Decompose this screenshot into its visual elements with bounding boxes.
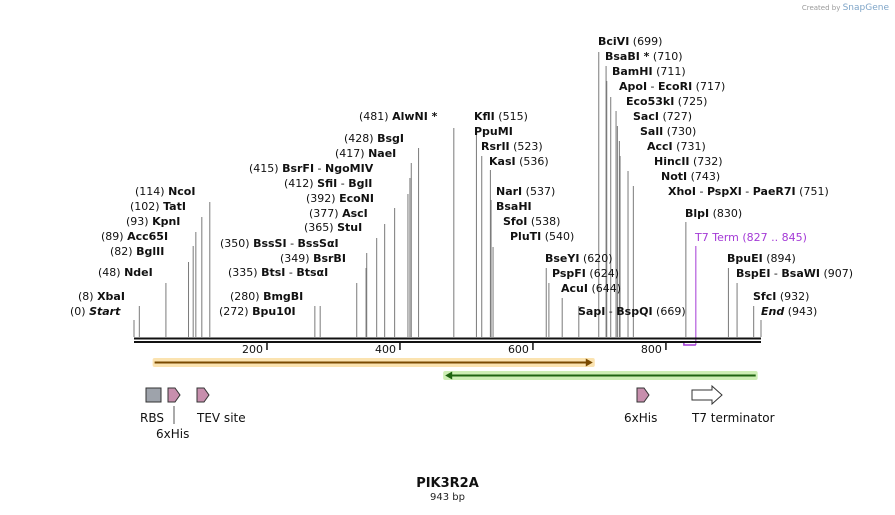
site-lines bbox=[133, 52, 762, 346]
credit-prefix: Created by bbox=[801, 4, 841, 12]
enzyme-label-alwni: (481) AlwNI * bbox=[359, 110, 438, 123]
enzyme-label-sfoi: SfoI (538) bbox=[503, 215, 560, 228]
map-title: PIK3R2A bbox=[416, 476, 479, 491]
feature-rbs-0 bbox=[145, 387, 162, 403]
enzyme-label-sfii: (412) SfiI - BglI bbox=[284, 177, 372, 190]
feature-6xhis-1 bbox=[167, 387, 181, 403]
primer-label: T7 Term (827 .. 845) bbox=[694, 231, 807, 244]
feature-6xhis-3-label: 6xHis bbox=[624, 411, 657, 425]
enzyme-label-bpu10i: (272) Bpu10I bbox=[219, 305, 296, 318]
enzyme-label-eco53ki: Eco53kI (725) bbox=[626, 95, 707, 108]
enzyme-label-kpni: (93) KpnI bbox=[126, 215, 180, 228]
enzyme-label-bglii: (82) BglII bbox=[110, 245, 164, 258]
tick-label: 400 bbox=[375, 343, 396, 356]
feature-rbs-0-label: RBS bbox=[140, 411, 164, 425]
enzyme-label-tati: (102) TatI bbox=[130, 200, 186, 213]
enzyme-label-ncoi: (114) NcoI bbox=[135, 185, 195, 198]
enzyme-label-bsahi: BsaHI bbox=[496, 200, 532, 213]
enzyme-label-hincii: HincII (732) bbox=[654, 155, 723, 168]
feature-track: RBS 6xHis TEV site 6xHis T7 terminator bbox=[140, 384, 775, 441]
enzyme-label-ppumi: PpuMI bbox=[474, 125, 513, 138]
enzyme-label-naei: (417) NaeI bbox=[335, 147, 396, 160]
feature-tevsite-2 bbox=[196, 387, 210, 403]
enzyme-label-bsgi: (428) BsgI bbox=[344, 132, 404, 145]
tick-label: 800 bbox=[641, 343, 662, 356]
tick-label: 200 bbox=[242, 343, 263, 356]
enzyme-label-acui: AcuI (644) bbox=[561, 282, 621, 295]
feature-t7terminator-4-label: T7 terminator bbox=[691, 411, 775, 425]
enzyme-label-sapi: SapI - BspQI (669) bbox=[578, 305, 686, 318]
enzyme-label-bsrbi: (349) BsrBI bbox=[280, 252, 346, 265]
enzyme-label-apoi: ApoI - EcoRI (717) bbox=[619, 80, 725, 93]
enzyme-label-acci: AccI (731) bbox=[647, 140, 706, 153]
orf-forward-head bbox=[585, 358, 593, 367]
feature-6xhis-1-label: 6xHis bbox=[156, 427, 189, 441]
enzyme-label-kfli: KflI (515) bbox=[474, 110, 528, 123]
enzyme-label-acc65i: (89) Acc65I bbox=[101, 230, 168, 243]
feature-6xhis-3 bbox=[636, 387, 650, 403]
enzyme-label-ndei: (48) NdeI bbox=[98, 266, 153, 279]
enzyme-label-econi: (392) EcoNI bbox=[306, 192, 374, 205]
enzyme-label-saci: SacI (727) bbox=[633, 110, 692, 123]
enzyme-labels: (0) Start (8) XbaI (48) NdeI (82) BglII (89)… bbox=[70, 35, 853, 318]
enzyme-label-nari: NarI (537) bbox=[496, 185, 555, 198]
enzyme-label-sali: SalI (730) bbox=[640, 125, 696, 138]
enzyme-label-pluti: PluTI (540) bbox=[510, 230, 574, 243]
enzyme-label-blpi: BlpI (830) bbox=[685, 207, 742, 220]
enzyme-label-bcivi: BciVI (699) bbox=[598, 35, 662, 48]
snapgene-credit: Created by SnapGene bbox=[802, 3, 889, 13]
enzyme-label-noti: NotI (743) bbox=[661, 170, 720, 183]
enzyme-label-bspei: BspEI - BsaWI (907) bbox=[736, 267, 853, 280]
enzyme-label-bsssi: (350) BssSI - BssSαI bbox=[220, 237, 339, 250]
orf-reverse-head bbox=[445, 371, 453, 380]
enzyme-label-asci: (377) AscI bbox=[309, 207, 368, 220]
enzyme-label-start: (0) Start bbox=[70, 305, 121, 318]
enzyme-label-xbai: (8) XbaI bbox=[78, 290, 125, 303]
enzyme-label-btsi: (335) BtsI - BtsαI bbox=[228, 266, 328, 279]
enzyme-label-bseyi: BseYI (620) bbox=[545, 252, 613, 265]
backbone: 200 400 600 800 bbox=[134, 337, 761, 356]
map-length: 943 bp bbox=[430, 492, 465, 503]
enzyme-label-bpuei: BpuEI (894) bbox=[727, 252, 796, 265]
enzyme-label-sfci: SfcI (932) bbox=[753, 290, 809, 303]
enzyme-label-bamhi: BamHI (711) bbox=[612, 65, 686, 78]
enzyme-label-rsrii: RsrII (523) bbox=[481, 140, 543, 153]
credit-brand: SnapGene bbox=[842, 3, 889, 13]
enzyme-label-bsrfi: (415) BsrFI - NgoMIV bbox=[249, 162, 374, 175]
enzyme-label-stui: (365) StuI bbox=[304, 221, 362, 234]
orf-arrows bbox=[152, 358, 758, 380]
enzyme-label-pspfi: PspFI (624) bbox=[552, 267, 619, 280]
feature-tevsite-2-label: TEV site bbox=[196, 411, 246, 425]
enzyme-label-end: End (943) bbox=[761, 305, 817, 318]
tick-label: 600 bbox=[508, 343, 529, 356]
enzyme-label-kasi: KasI (536) bbox=[489, 155, 549, 168]
feature-t7terminator-4 bbox=[691, 384, 723, 406]
enzyme-label-bmgbi: (280) BmgBI bbox=[230, 290, 303, 303]
enzyme-label-xhoi: XhoI - PspXI - PaeR7I (751) bbox=[668, 185, 829, 198]
enzyme-label-bsabi: BsaBI * (710) bbox=[605, 50, 683, 63]
